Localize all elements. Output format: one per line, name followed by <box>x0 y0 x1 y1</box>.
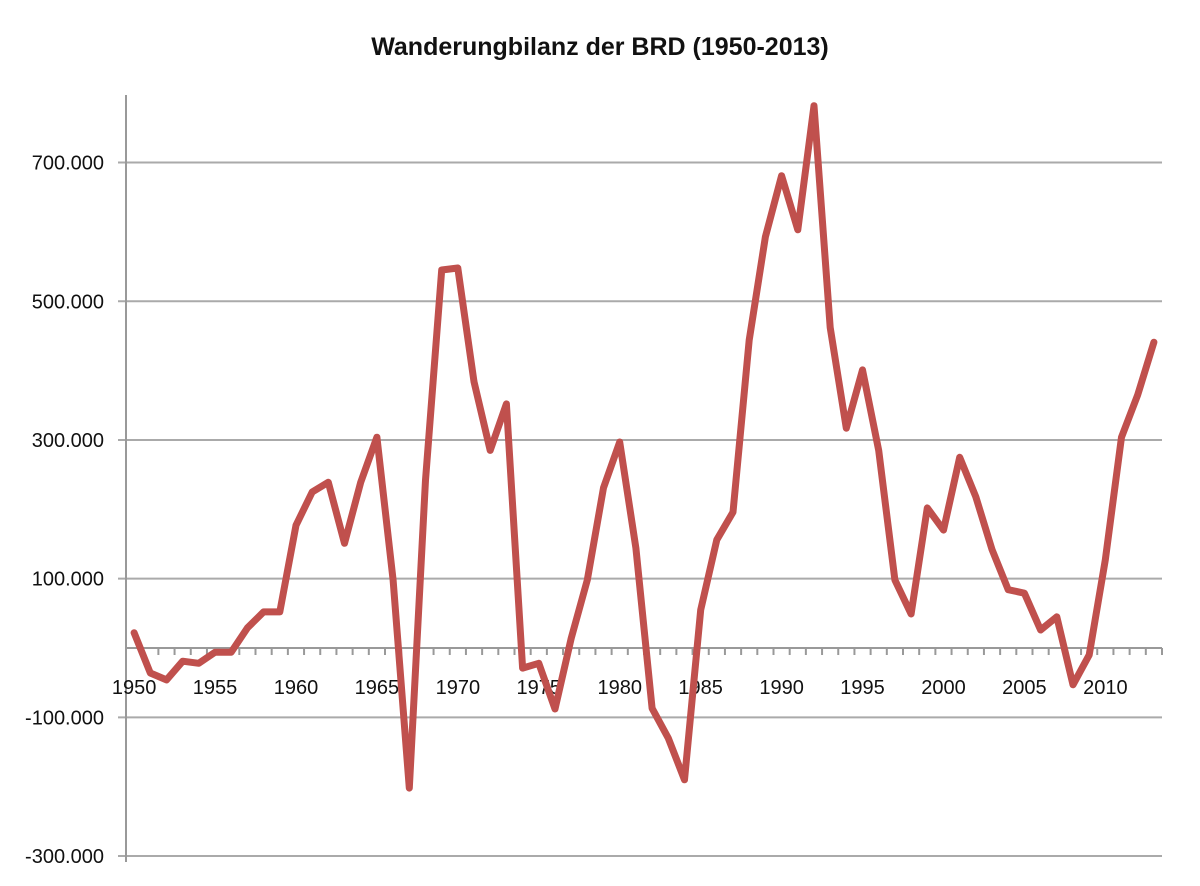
x-tick-label: 1975 <box>517 677 562 699</box>
series-line <box>130 102 1158 792</box>
x-tick-label: 1985 <box>678 677 723 699</box>
x-tick-label: 2010 <box>1083 677 1128 699</box>
x-tick-label: 2005 <box>1002 677 1047 699</box>
y-tick-label: -300.000 <box>25 846 104 868</box>
gridlines <box>118 161 1162 858</box>
y-axis-ticks: 700.000 500.000 300.000 100.000 -100.000 -300… <box>25 153 104 868</box>
y-tick-label: 100.000 <box>32 569 104 591</box>
x-tick-label: 1980 <box>597 677 642 699</box>
x-tick-label: 1955 <box>193 677 238 699</box>
x-tick-label: 1960 <box>274 677 319 699</box>
chart-title: Wanderungbilanz der BRD (1950-2013) <box>371 33 829 61</box>
y-tick-label: -100.000 <box>25 707 104 729</box>
y-tick-label: 300.000 <box>32 430 104 452</box>
y-tick-label: 700.000 <box>32 153 104 175</box>
x-tick-label: 1995 <box>840 677 885 699</box>
x-tick-label: 2000 <box>921 677 966 699</box>
y-tick-label: 500.000 <box>32 291 104 313</box>
x-axis-ticks: 1950 1955 1960 1965 1970 1975 1980 1985 1990 1995… <box>112 677 1128 699</box>
x-tick-label: 1965 <box>355 677 400 699</box>
x-tick-label: 1970 <box>436 677 481 699</box>
series <box>130 102 1158 792</box>
x-tick-label: 1950 <box>112 677 157 699</box>
x-tick-label: 1990 <box>759 677 804 699</box>
